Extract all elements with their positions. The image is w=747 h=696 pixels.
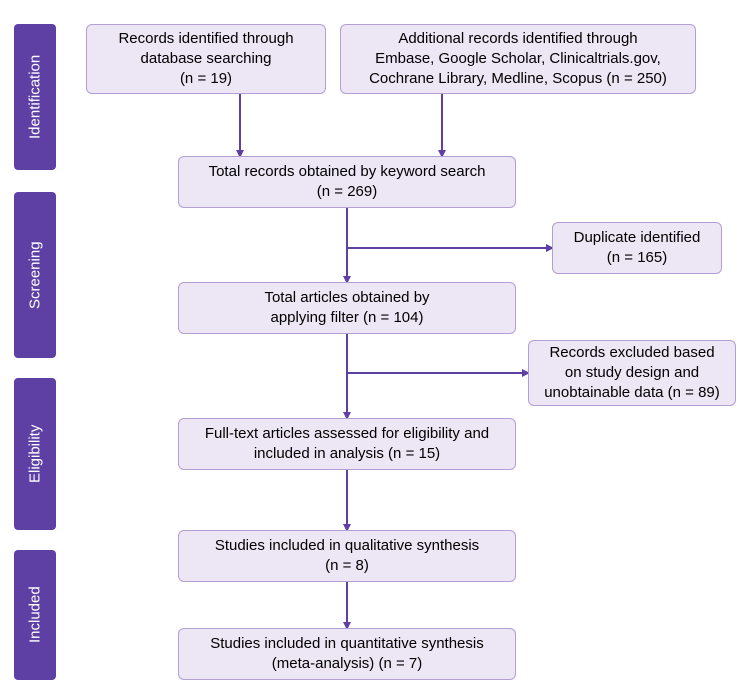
node-fulltext: Full-text articles assessed for eligibil… [178, 418, 516, 470]
node-text-line: unobtainable data (n = 89) [544, 383, 720, 403]
node-duplicate: Duplicate identified(n = 165) [552, 222, 722, 274]
node-text-line: Additional records identified through [398, 29, 637, 49]
stage-screening: Screening [14, 192, 56, 358]
stage-identification: Identification [14, 24, 56, 170]
node-text-line: (n = 269) [317, 182, 377, 202]
node-text-line: Embase, Google Scholar, Clinicaltrials.g… [375, 49, 661, 69]
node-text-line: applying filter (n = 104) [270, 308, 423, 328]
node-text-line: database searching [141, 49, 272, 69]
node-text-line: Cochrane Library, Medline, Scopus (n = 2… [369, 69, 667, 89]
node-total-filter: Total articles obtained byapplying filte… [178, 282, 516, 334]
stage-eligibility: Eligibility [14, 378, 56, 530]
node-text-line: (n = 165) [607, 248, 667, 268]
stage-included: Included [14, 550, 56, 680]
node-records-db: Records identified throughdatabase searc… [86, 24, 326, 94]
node-text-line: included in analysis (n = 15) [254, 444, 440, 464]
node-text-line: Duplicate identified [574, 228, 701, 248]
node-qualitative: Studies included in qualitative synthesi… [178, 530, 516, 582]
node-text-line: (n = 19) [180, 69, 232, 89]
node-text-line: Studies included in qualitative synthesi… [215, 536, 479, 556]
node-excluded: Records excluded basedon study design an… [528, 340, 736, 406]
node-text-line: on study design and [565, 363, 699, 383]
node-text-line: Records identified through [118, 29, 293, 49]
node-text-line: Full-text articles assessed for eligibil… [205, 424, 489, 444]
node-text-line: Total records obtained by keyword search [209, 162, 486, 182]
node-text-line: (meta-analysis) (n = 7) [272, 654, 422, 674]
node-text-line: Total articles obtained by [264, 288, 429, 308]
node-text-line: Records excluded based [549, 343, 714, 363]
flowchart-canvas: Identification Screening Eligibility Inc… [0, 0, 747, 696]
node-text-line: (n = 8) [325, 556, 369, 576]
node-total-keyword: Total records obtained by keyword search… [178, 156, 516, 208]
node-text-line: Studies included in quantitative synthes… [210, 634, 484, 654]
node-records-additional: Additional records identified throughEmb… [340, 24, 696, 94]
node-quantitative: Studies included in quantitative synthes… [178, 628, 516, 680]
